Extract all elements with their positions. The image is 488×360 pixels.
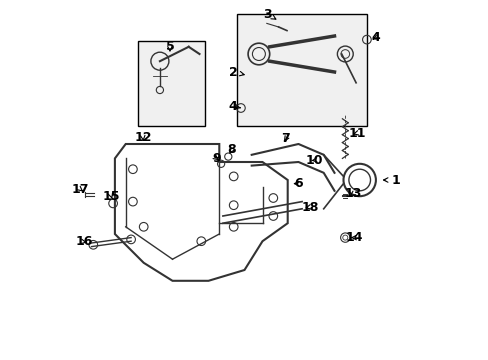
Text: 6: 6 [294,177,302,190]
Text: 10: 10 [305,154,323,167]
Text: 8: 8 [227,143,236,156]
Text: 9: 9 [212,152,220,165]
Text: 13: 13 [344,187,361,200]
Text: 4: 4 [371,31,380,44]
Bar [138,41,204,126]
Text: 16: 16 [75,235,92,248]
Text: 12: 12 [134,131,151,144]
Text: 15: 15 [102,190,120,203]
Text: 2: 2 [228,66,244,78]
Text: 17: 17 [71,183,88,195]
Text: 4: 4 [228,100,240,113]
Text: 11: 11 [347,127,365,140]
Text: 3: 3 [263,8,275,21]
Text: 14: 14 [345,231,362,244]
Bar [237,14,366,126]
Text: 5: 5 [165,40,174,53]
Text: 1: 1 [383,174,399,186]
Text: 7: 7 [281,132,290,145]
Text: 18: 18 [301,201,318,213]
